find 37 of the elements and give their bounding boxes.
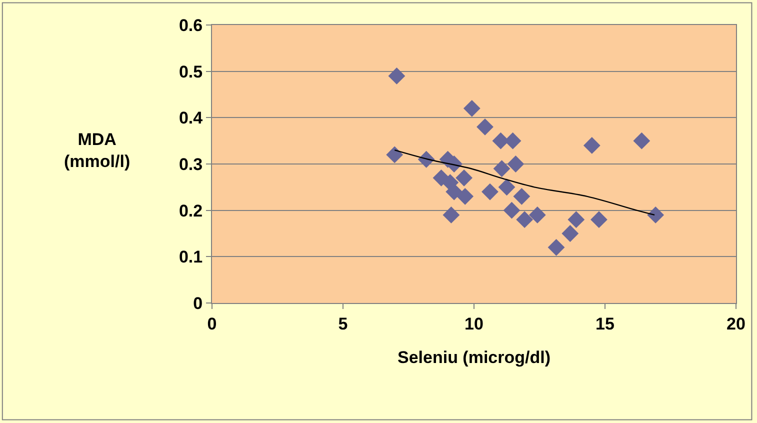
point <box>388 68 406 84</box>
x-tick-label: 0 <box>207 314 217 334</box>
point <box>562 225 579 242</box>
point <box>568 211 585 228</box>
y-tick-label: 0.2 <box>178 201 203 220</box>
y-tick-label: 0.3 <box>178 154 203 174</box>
y-axis-title: MDA (mmol/l) <box>64 130 130 172</box>
point <box>463 100 480 117</box>
point <box>516 211 534 228</box>
point <box>548 238 565 256</box>
x-axis-title: Seleniu (microg/dl) <box>397 348 551 367</box>
point <box>503 202 520 219</box>
x-tick-label: 15 <box>596 314 614 334</box>
y-tick-label: 0.6 <box>178 16 203 35</box>
y-tick-label: 0 <box>193 294 203 313</box>
point <box>528 206 546 224</box>
point <box>493 160 510 178</box>
point <box>446 183 463 200</box>
point <box>513 188 530 205</box>
point <box>386 146 404 164</box>
point <box>456 188 474 205</box>
y-tick-label: 0.4 <box>178 108 204 128</box>
x-tick-label: 5 <box>338 314 348 334</box>
point <box>442 206 460 224</box>
point <box>647 206 664 224</box>
point <box>456 169 472 186</box>
point <box>633 132 650 150</box>
point <box>482 183 498 200</box>
point <box>590 211 608 228</box>
y-tick-label: 0.5 <box>178 62 203 82</box>
point <box>583 137 600 154</box>
point <box>498 178 516 196</box>
point <box>507 156 524 172</box>
x-tick-label: 20 <box>726 314 746 334</box>
point <box>476 118 494 136</box>
y-tick-label: 0.1 <box>178 248 203 267</box>
x-tick-label: 10 <box>464 314 484 334</box>
